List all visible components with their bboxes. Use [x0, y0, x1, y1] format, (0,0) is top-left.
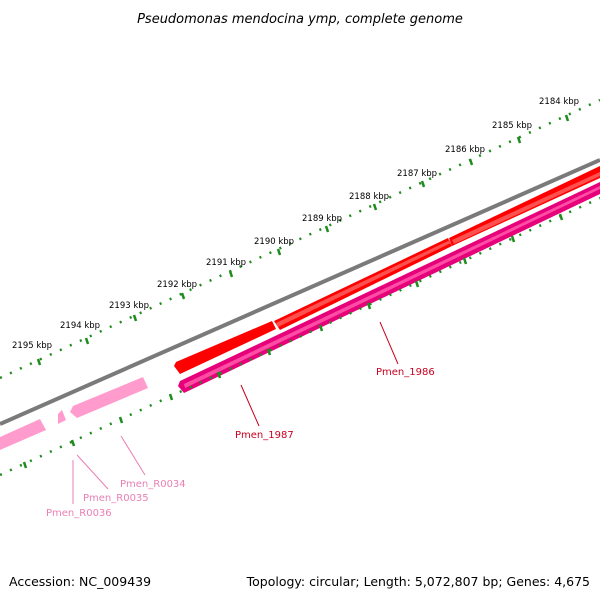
ruler-tick — [558, 213, 564, 221]
ruler-tick — [84, 337, 90, 345]
ruler-tick — [468, 158, 474, 166]
feature-leaders — [72, 321, 399, 504]
tick-label: 2192 kbp — [157, 280, 197, 290]
feature-label: Pmen_1986 — [376, 367, 435, 378]
tick-label: 2194 kbp — [60, 321, 100, 331]
ruler-tick — [420, 180, 426, 188]
ruler-tick — [180, 292, 186, 300]
ruler-tick — [228, 270, 234, 278]
feature-labels: Pmen_1986 Pmen_1987 Pmen_R0034 Pmen_R003… — [46, 367, 435, 519]
forward-strand-genes — [174, 166, 600, 374]
rna-arrow — [0, 419, 46, 450]
feature-label: Pmen_R0034 — [120, 479, 186, 490]
tick-label: 2190 kbp — [254, 237, 294, 247]
leader-line — [379, 321, 399, 365]
gene-arrow-highlight — [452, 172, 600, 244]
genome-backbone — [0, 158, 600, 426]
ruler-tick — [168, 393, 174, 401]
ruler-tick — [516, 136, 522, 144]
tick-label: 2189 kbp — [302, 214, 342, 224]
rna-arrow — [58, 410, 66, 424]
ruler-tick — [366, 302, 372, 310]
feature-label: Pmen_1987 — [235, 430, 294, 441]
tick-label: 2184 kbp — [539, 97, 579, 107]
outer-ruler — [0, 98, 600, 380]
page-title: Pseudomonas mendocina ymp, complete geno… — [137, 12, 463, 27]
ruler-tick — [318, 324, 324, 332]
tick-label: 2188 kbp — [349, 192, 389, 202]
ruler-tick — [276, 248, 282, 256]
outer-ruler-major-ticks — [36, 114, 570, 366]
ruler-tick — [118, 416, 124, 424]
ruler-tick — [266, 348, 272, 356]
ruler-tick — [510, 235, 516, 243]
feature-label: Pmen_R0035 — [83, 493, 149, 504]
ruler-tick — [372, 203, 378, 211]
gene-arrow-highlight — [276, 240, 451, 327]
tick-label: 2193 kbp — [109, 301, 149, 311]
ruler-tick — [462, 257, 468, 265]
inner-ruler-major-ticks — [22, 213, 564, 469]
leader-line — [240, 384, 260, 427]
gene-arrow-highlight — [184, 186, 600, 388]
tick-label: 2191 kbp — [206, 258, 246, 268]
feature-label: Pmen_R0036 — [46, 508, 112, 519]
ruler-tick — [36, 358, 42, 366]
tick-label: 2195 kbp — [12, 341, 52, 351]
ruler-tick — [414, 280, 420, 288]
accession-text: Accession: NC_009439 — [9, 574, 151, 589]
ruler-tick — [564, 114, 570, 122]
ruler-tick — [132, 314, 138, 322]
gene-arrow — [174, 321, 276, 374]
leader-line — [120, 435, 146, 476]
ruler-tick — [324, 225, 330, 233]
topology-text: Topology: circular; Length: 5,072,807 bp… — [246, 574, 590, 589]
leader-line — [76, 454, 109, 490]
inner-ruler — [0, 196, 600, 477]
ruler-tick — [70, 439, 76, 447]
ruler-tick — [22, 461, 28, 469]
tick-label: 2185 kbp — [492, 121, 532, 131]
tick-label: 2187 kbp — [397, 169, 437, 179]
rna-arrow — [70, 377, 148, 418]
ruler-labels: 2184 kbp 2185 kbp 2186 kbp 2187 kbp 2188… — [12, 97, 579, 351]
tick-label: 2186 kbp — [445, 145, 485, 155]
ruler-tick — [216, 371, 222, 379]
reverse-strand-genes — [178, 182, 600, 393]
rna-features — [0, 377, 148, 450]
